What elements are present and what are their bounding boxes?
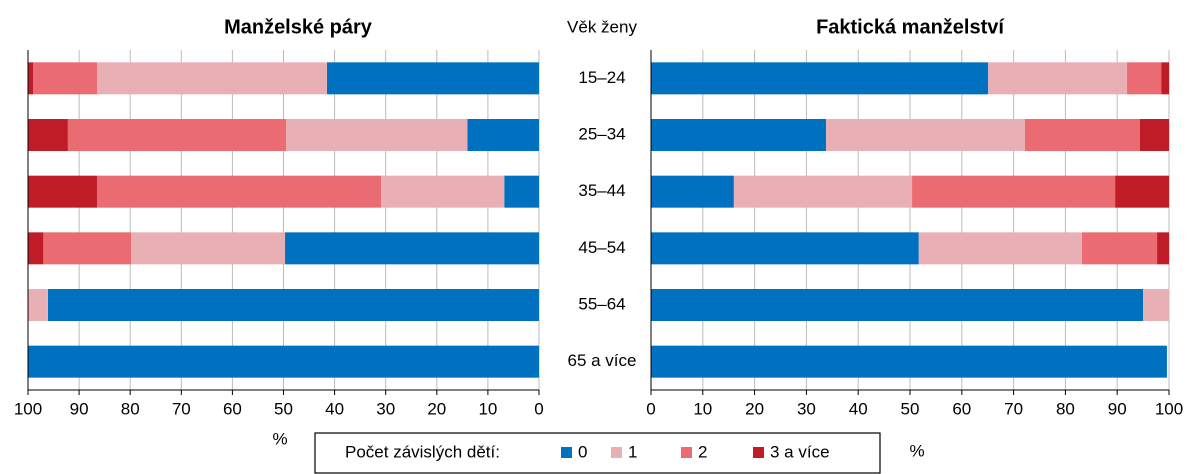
bar-segment (1127, 62, 1162, 95)
x-tick-label: 10 (693, 399, 712, 418)
category-label: 65 a více (568, 351, 637, 370)
legend-label: 1 (628, 442, 637, 461)
x-tick-label: 20 (745, 399, 764, 418)
legend-label: 2 (698, 442, 707, 461)
bar-segment (28, 232, 44, 265)
bar-segment (28, 175, 97, 208)
bar-segment (381, 175, 505, 208)
x-tick-label: 80 (1056, 399, 1075, 418)
x-tick-label: 70 (1004, 399, 1023, 418)
x-tick-label: 30 (797, 399, 816, 418)
bar-segment (918, 232, 1082, 265)
bar-segment (33, 62, 97, 95)
legend-swatch (611, 447, 622, 458)
bar-segment (1161, 62, 1169, 95)
category-label: 15–24 (578, 68, 625, 87)
x-tick-label: 40 (849, 399, 868, 418)
legend-title: Počet závislých dětí: (345, 442, 500, 461)
bar-segment (1024, 119, 1140, 151)
bar-segment (131, 232, 286, 265)
category-label: 35–44 (578, 181, 625, 200)
x-tick-label: 30 (376, 399, 395, 418)
bar-segment (504, 175, 539, 208)
category-label: 55–64 (578, 294, 625, 313)
bar-segment (28, 289, 48, 321)
bar-segment (47, 289, 539, 321)
bar-segment (1143, 289, 1169, 321)
x-tick-label: 10 (478, 399, 497, 418)
x-tick-label: 100 (1155, 399, 1183, 418)
bar-segment (651, 62, 989, 95)
x-tick-label: 70 (172, 399, 191, 418)
category-label: 25–34 (578, 124, 625, 143)
category-label: 45–54 (578, 238, 625, 257)
bar-segment (1157, 232, 1169, 265)
legend-swatch (561, 447, 572, 458)
legend-swatch (681, 447, 692, 458)
x-tick-label: 20 (427, 399, 446, 418)
chart-title: Manželské páry (224, 16, 373, 38)
x-tick-label: 100 (14, 399, 42, 418)
bar-segment (96, 62, 327, 95)
legend-swatch (753, 447, 764, 458)
bar-segment (826, 119, 1025, 151)
bar-segment (733, 175, 913, 208)
x-tick-label: 60 (952, 399, 971, 418)
bar-segment (67, 119, 287, 151)
bar-segment (326, 62, 539, 95)
x-axis-label: % (909, 441, 924, 460)
bar-segment (28, 62, 34, 95)
bar-segment (988, 62, 1128, 95)
x-tick-label: 40 (325, 399, 344, 418)
x-axis-label: % (272, 429, 287, 448)
x-tick-label: 90 (70, 399, 89, 418)
bar-segment (1081, 232, 1158, 265)
bar-segment (28, 345, 539, 378)
bar-segment (467, 119, 539, 151)
bar-segment (651, 175, 734, 208)
bar-segment (43, 232, 132, 265)
legend-label: 0 (578, 442, 587, 461)
bar-segment (286, 119, 468, 151)
x-tick-label: 80 (121, 399, 140, 418)
bar-segment (1139, 119, 1169, 151)
bar-segment (1115, 175, 1169, 208)
x-tick-label: 0 (646, 399, 655, 418)
bar-segment (285, 232, 539, 265)
category-axis-label: Věk ženy (567, 17, 637, 36)
x-tick-label: 50 (901, 399, 920, 418)
bar-segment (651, 289, 1144, 321)
bar-segment (96, 175, 382, 208)
bar-segment (28, 119, 68, 151)
bar-segment (651, 119, 827, 151)
bar-segment (912, 175, 1116, 208)
x-tick-label: 50 (274, 399, 293, 418)
legend-box (314, 432, 881, 474)
chart-title: Faktická manželství (816, 16, 1005, 38)
x-tick-label: 90 (1108, 399, 1127, 418)
bar-segment (651, 232, 919, 265)
x-tick-label: 0 (534, 399, 543, 418)
x-tick-label: 60 (223, 399, 242, 418)
bar-segment (651, 345, 1167, 378)
legend-label: 3 a více (770, 442, 830, 461)
